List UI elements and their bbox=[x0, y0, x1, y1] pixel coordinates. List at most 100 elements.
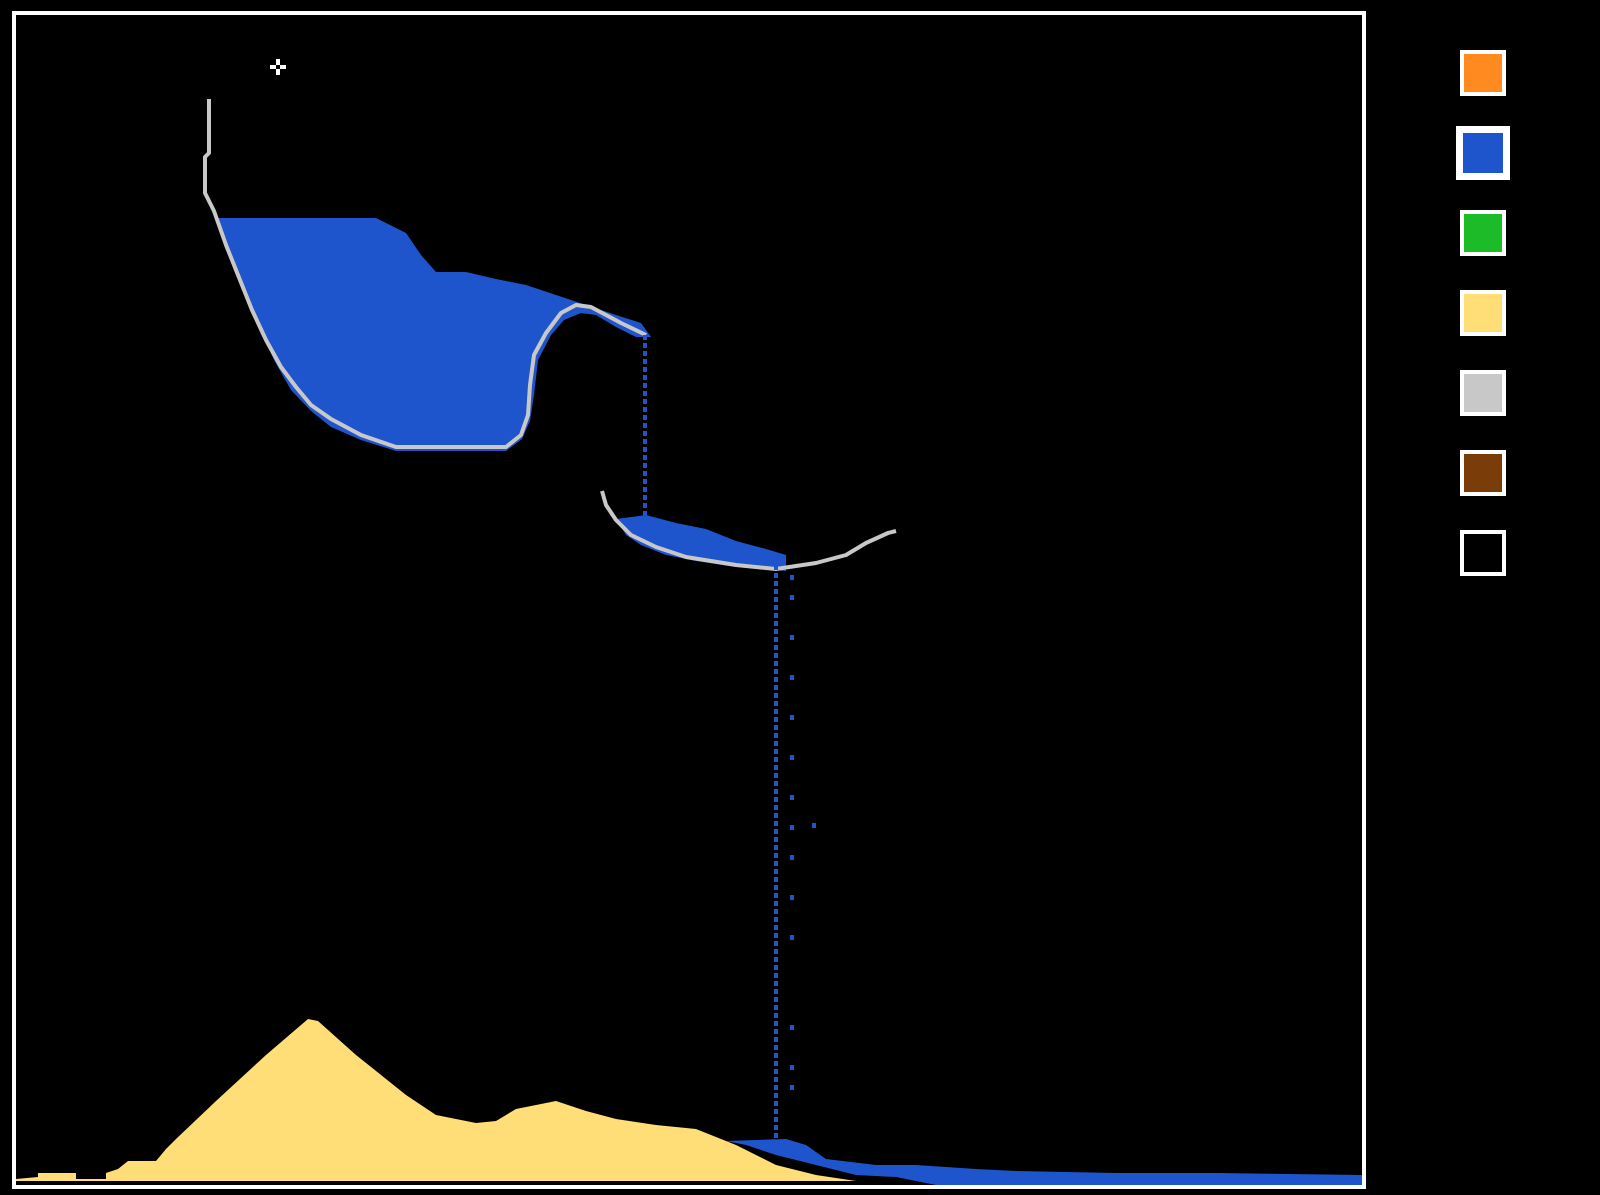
wall-material-icon[interactable] bbox=[1460, 370, 1506, 416]
water-drop bbox=[774, 637, 778, 642]
water-drop bbox=[774, 653, 778, 658]
particle-scene[interactable] bbox=[16, 15, 1362, 1185]
water-drop bbox=[643, 447, 647, 452]
water-drop bbox=[643, 399, 647, 404]
water-drop bbox=[643, 487, 647, 492]
water-drop bbox=[774, 749, 778, 754]
water-body-upper-bowl bbox=[216, 218, 651, 451]
water-drop bbox=[774, 805, 778, 810]
eraser-icon[interactable] bbox=[1460, 530, 1506, 576]
water-drop bbox=[774, 1021, 778, 1026]
water-drop bbox=[790, 595, 794, 600]
water-drop bbox=[774, 845, 778, 850]
water-drop bbox=[774, 709, 778, 714]
water-drop bbox=[774, 581, 778, 586]
water-drop bbox=[643, 431, 647, 436]
water-drop bbox=[774, 669, 778, 674]
water-drop bbox=[774, 773, 778, 778]
water-drop bbox=[774, 757, 778, 762]
water-drop bbox=[774, 813, 778, 818]
water-drop bbox=[774, 1061, 778, 1066]
water-drop bbox=[774, 989, 778, 994]
water-drop bbox=[774, 829, 778, 834]
water-drop bbox=[774, 973, 778, 978]
water-drop bbox=[643, 383, 647, 388]
water-drop bbox=[774, 1069, 778, 1074]
water-drop bbox=[643, 503, 647, 508]
water-drop bbox=[643, 351, 647, 356]
plant-material-icon[interactable] bbox=[1460, 210, 1506, 256]
water-drips bbox=[643, 335, 816, 1138]
wood-material-icon[interactable] bbox=[1460, 450, 1506, 496]
water-drop bbox=[774, 677, 778, 682]
water-drop bbox=[774, 1029, 778, 1034]
water-drop bbox=[643, 359, 647, 364]
water-drop bbox=[790, 1065, 794, 1070]
water-drop bbox=[774, 645, 778, 650]
water-drop bbox=[790, 715, 794, 720]
water-drop bbox=[774, 1013, 778, 1018]
water-drop bbox=[774, 1077, 778, 1082]
water-drop bbox=[774, 701, 778, 706]
sandbox-canvas[interactable] bbox=[12, 11, 1366, 1189]
water-drop bbox=[790, 1025, 794, 1030]
water-drop bbox=[643, 423, 647, 428]
water-drop bbox=[643, 407, 647, 412]
fire-material-icon[interactable] bbox=[1460, 50, 1506, 96]
wall-upper-bowl bbox=[203, 99, 647, 449]
water-drop bbox=[774, 1125, 778, 1130]
water-drop bbox=[774, 781, 778, 786]
sand-material-icon[interactable] bbox=[1460, 290, 1506, 336]
water-drop bbox=[774, 565, 778, 570]
water-drop bbox=[790, 675, 794, 680]
material-palette bbox=[1450, 40, 1570, 600]
water-drop bbox=[774, 1045, 778, 1050]
water-drop bbox=[774, 1117, 778, 1122]
water-drop bbox=[774, 597, 778, 602]
water-drop bbox=[774, 941, 778, 946]
water-drop bbox=[774, 589, 778, 594]
water-drop bbox=[790, 895, 794, 900]
water-drop bbox=[774, 765, 778, 770]
water-drop bbox=[790, 575, 794, 580]
water-drop bbox=[643, 375, 647, 380]
water-drop bbox=[774, 1093, 778, 1098]
water-drop bbox=[774, 661, 778, 666]
wall-lower-bowl bbox=[600, 490, 897, 571]
water-drop bbox=[774, 933, 778, 938]
water-drop bbox=[774, 957, 778, 962]
water-drop bbox=[774, 741, 778, 746]
water-drop bbox=[774, 797, 778, 802]
water-drop bbox=[774, 1037, 778, 1042]
water-drop bbox=[774, 853, 778, 858]
water-drop bbox=[774, 733, 778, 738]
water-drop bbox=[790, 1085, 794, 1090]
water-drop bbox=[774, 605, 778, 610]
water-drop bbox=[774, 1085, 778, 1090]
water-pool-bottom bbox=[726, 1139, 1362, 1185]
water-drop bbox=[643, 415, 647, 420]
water-drop bbox=[774, 909, 778, 914]
water-body-lower-bowl bbox=[616, 515, 786, 571]
water-drop bbox=[774, 685, 778, 690]
water-drop bbox=[643, 343, 647, 348]
water-material-icon[interactable] bbox=[1456, 126, 1510, 180]
water-drop bbox=[643, 463, 647, 468]
water-drop bbox=[774, 885, 778, 890]
water-drop bbox=[774, 1005, 778, 1010]
water-drop bbox=[774, 965, 778, 970]
sand-pile bbox=[16, 1019, 856, 1181]
water-drop bbox=[774, 893, 778, 898]
water-drop bbox=[643, 495, 647, 500]
water-drop bbox=[774, 949, 778, 954]
water-drop bbox=[774, 917, 778, 922]
water-drop bbox=[774, 621, 778, 626]
water-drop bbox=[774, 901, 778, 906]
water-drop bbox=[643, 335, 647, 340]
water-drop bbox=[774, 861, 778, 866]
water-drop bbox=[774, 717, 778, 722]
water-drop bbox=[774, 573, 778, 578]
water-drop bbox=[774, 981, 778, 986]
water-drop bbox=[790, 935, 794, 940]
water-drop bbox=[774, 725, 778, 730]
